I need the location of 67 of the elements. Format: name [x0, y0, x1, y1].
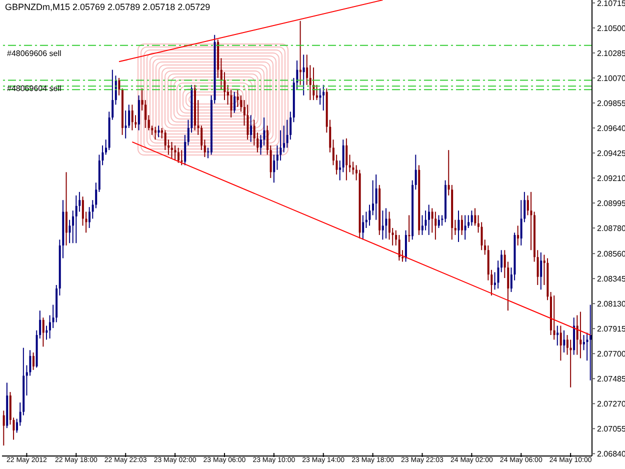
candlestick: [438, 214, 440, 228]
ref-line-label: #48069606 sell: [7, 49, 62, 58]
candlestick: [128, 104, 130, 128]
candlestick: [500, 250, 503, 273]
candlestick: [263, 116, 266, 146]
candlestick: [540, 252, 542, 290]
candlestick: [468, 214, 470, 228]
candlestick: [342, 139, 344, 173]
candlestick: [65, 172, 68, 246]
candlestick: [170, 141, 173, 159]
candlestick: [32, 352, 34, 370]
candlestick: [428, 204, 430, 236]
candlestick: [560, 325, 562, 362]
candlestick: [385, 208, 388, 239]
candlestick: [178, 147, 180, 164]
candlestick: [2, 410, 5, 446]
candlestick: [563, 330, 566, 353]
candlestick: [362, 214, 364, 240]
candlestick: [470, 210, 473, 226]
candlestick: [460, 214, 463, 236]
candlestick: [250, 114, 252, 142]
candlestick: [234, 91, 236, 114]
candlestick: [352, 161, 354, 175]
candlestick: [164, 130, 166, 151]
candlestick: [134, 114, 137, 128]
candlestick: [236, 89, 239, 108]
candlestick: [174, 144, 176, 162]
candlestick: [302, 54, 305, 96]
candlestick: [441, 214, 444, 226]
candlestick: [309, 64, 312, 101]
candlestick: [144, 100, 147, 128]
candlestick: [346, 138, 348, 181]
candlestick: [322, 84, 325, 112]
candlestick: [424, 210, 427, 231]
candlestick: [68, 219, 71, 244]
candlestick: [580, 311, 582, 359]
chart-title: GBPNZDm,M15 2.05769 2.05789 2.05718 2.05729: [5, 2, 210, 12]
candlestick: [230, 89, 232, 118]
candlestick: [590, 304, 592, 381]
candlestick: [382, 210, 384, 240]
candlestick: [464, 214, 466, 240]
candlestick: [586, 332, 588, 362]
candlestick: [29, 350, 32, 376]
candlestick: [368, 204, 371, 226]
candlestick: [375, 174, 378, 220]
candlestick: [240, 94, 242, 112]
candlestick: [78, 191, 81, 212]
candlestick: [421, 214, 424, 236]
candlestick: [553, 294, 556, 340]
candlestick: [42, 317, 44, 348]
candlestick: [556, 325, 559, 346]
candlestick: [131, 104, 134, 131]
candlestick: [224, 72, 226, 101]
candlestick: [530, 191, 532, 251]
candlestick: [458, 210, 460, 242]
candlestick: [497, 260, 500, 289]
candlestick: [75, 194, 78, 244]
candlestick: [398, 234, 400, 262]
candlestick: [480, 222, 483, 251]
candlestick: [474, 208, 476, 226]
candlestick: [280, 130, 282, 162]
candlestick: [517, 225, 520, 246]
candlestick: [246, 104, 249, 140]
candlestick: [576, 314, 578, 356]
candlestick: [118, 77, 120, 96]
candlestick: [434, 211, 437, 240]
candlestick: [404, 230, 407, 262]
